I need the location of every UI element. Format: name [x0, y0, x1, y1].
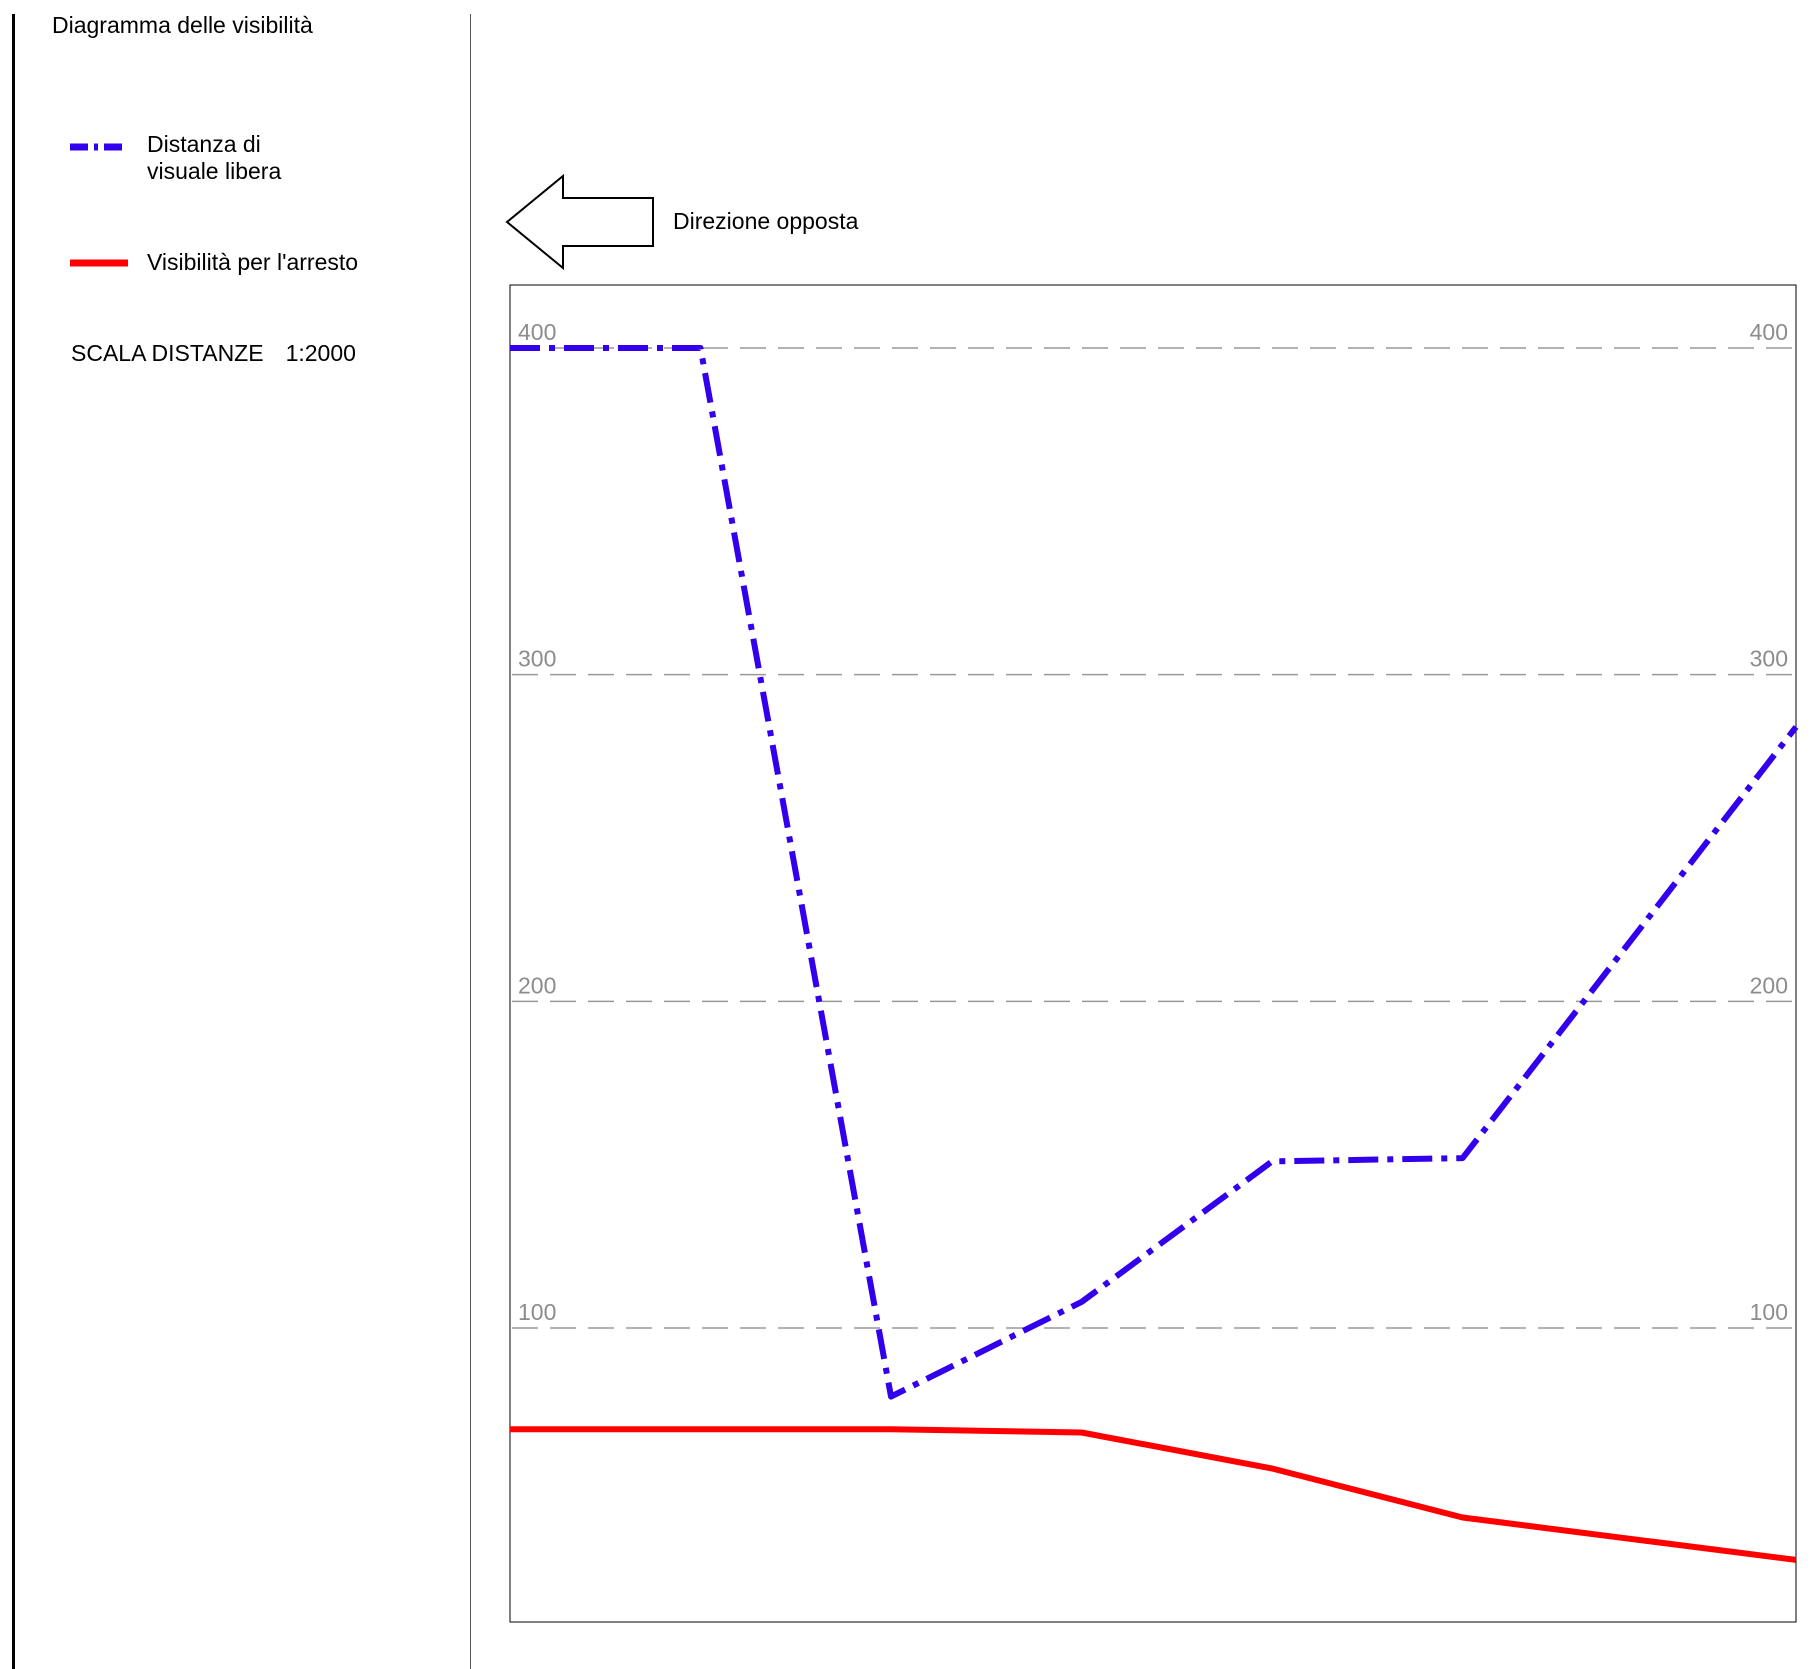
- legend-label-stopping: Visibilità per l'arresto: [147, 249, 359, 275]
- scale-note: SCALA DISTANZE 1:2000: [71, 340, 378, 367]
- panel-title: Diagramma delle visibilità: [52, 12, 313, 38]
- y-tick-label-right-200: 200: [1750, 972, 1788, 998]
- legend-swatch-solid: [70, 259, 128, 267]
- y-tick-label-left-200: 200: [518, 972, 556, 998]
- y-tick-label-left-400: 400: [518, 319, 556, 345]
- legend-label-sight-distance: Distanza di visuale libera: [147, 131, 282, 184]
- y-tick-label-right-100: 100: [1750, 1299, 1788, 1325]
- plot-frame: [509, 284, 1797, 1623]
- scale-label: SCALA DISTANZE: [71, 340, 264, 366]
- scale-value: 1:2000: [285, 340, 356, 366]
- y-tick-label-left-300: 300: [518, 646, 556, 672]
- left-border-line: [12, 14, 15, 1669]
- direction-label: Direzione opposta: [673, 208, 859, 234]
- y-tick-label-right-300: 300: [1750, 646, 1788, 672]
- series-line-sight-distance: [510, 345, 1799, 1400]
- legend-swatch-dashdot: [70, 143, 128, 151]
- y-tick-label-right-400: 400: [1750, 319, 1788, 345]
- panel-divider-line: [470, 14, 471, 1669]
- left-arrow-icon: [505, 174, 654, 270]
- series-line-stopping: [510, 1426, 1797, 1563]
- y-tick-label-left-100: 100: [518, 1299, 556, 1325]
